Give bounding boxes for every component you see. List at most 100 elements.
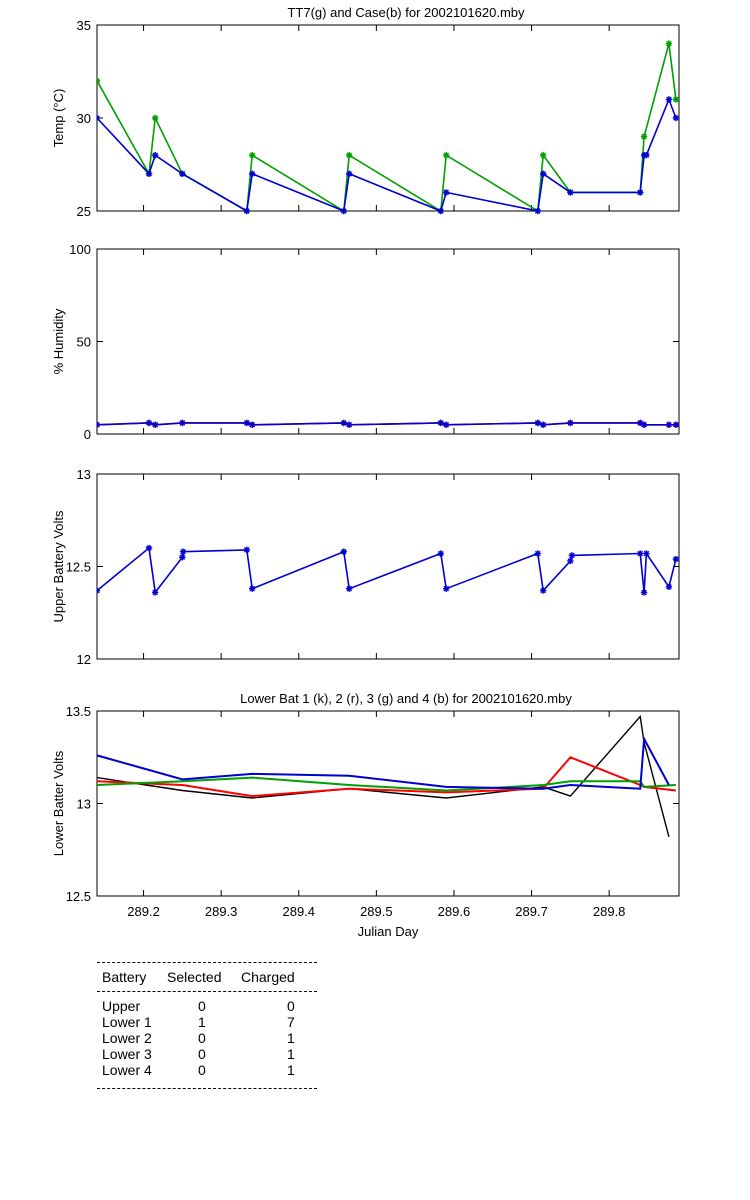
y-tick-label: 30 [77,111,91,126]
plot-frame [96,473,680,660]
x-tick-label: 289.7 [515,904,548,919]
data-point [534,550,541,557]
x-tick-label: 289.6 [438,904,471,919]
x-tick-label: 289.8 [593,904,626,919]
plots-canvas: 25 30 35 TT7(g) and Case(b) for 2002101620.… [51,5,680,939]
data-point [97,589,100,594]
data-point [666,96,672,103]
row-selected: 0 [198,1030,206,1046]
data-point [673,96,679,103]
data-point [152,589,158,596]
y-tick-label: 12.5 [66,560,91,575]
data-point [180,548,186,555]
data-point [540,587,546,594]
row-battery: Lower 1 [102,1014,152,1030]
table-row: Upper 0 0 [97,998,317,1014]
battery-table: Battery Selected Charged Upper 0 0 Lower… [97,962,317,1089]
header-selected: Selected [167,969,222,985]
table-row: Lower 2 0 1 [97,1030,317,1046]
data-point [437,208,444,214]
table-row: Lower 4 0 1 [97,1062,317,1078]
row-charged: 1 [287,1062,295,1078]
data-point [534,208,541,214]
series-line-lower-4 [97,735,670,790]
data-point [534,420,541,426]
table-rule-top [97,962,317,963]
x-tick-label: 289.3 [205,904,238,919]
data-point [152,421,158,428]
data-point [641,421,647,428]
y-axis-label: Temp (°C) [51,89,66,148]
data-point [152,152,158,158]
chart-panel-2: 0 50 100 % Humidity [51,242,680,442]
data-point [346,421,352,428]
data-point [569,552,575,559]
data-point [641,133,647,140]
data-point [567,558,574,564]
data-point [179,420,186,426]
row-battery: Lower 4 [102,1062,152,1078]
y-tick-label: 25 [77,204,91,219]
plot-frame [96,710,680,897]
row-selected: 0 [198,998,206,1014]
plot-frame [96,24,680,212]
data-point [643,152,650,158]
data-point [346,152,352,158]
data-point [249,421,255,428]
data-point [443,189,449,196]
series-line-lower-2 [97,756,677,798]
header-charged: Charged [241,969,295,985]
x-tick-label: 289.5 [360,904,393,919]
data-point [540,421,546,428]
data-point [673,421,679,428]
x-tick-label: 289.4 [282,904,315,919]
plot-frame [96,248,680,435]
y-tick-label: 13 [77,467,91,482]
data-point [97,117,100,121]
data-point [146,171,152,177]
data-point [97,78,100,82]
chart-panel-1: 25 30 35 TT7(g) and Case(b) for 2002101620.… [51,5,680,219]
data-point [340,548,347,555]
data-point [443,585,449,592]
x-tick-label: 289.2 [127,904,160,919]
series-group [97,419,680,428]
y-tick-label: 100 [69,242,91,257]
series-group [97,40,680,215]
table-header: Battery Selected Charged [97,963,317,991]
data-point [437,420,444,426]
y-tick-label: 35 [77,18,91,33]
table-rule-mid [97,991,317,992]
data-point [540,171,546,177]
data-point [97,421,100,426]
data-point [643,550,650,557]
chart-panel-4: 12.5 13 13.5 289.2 289.3 289.4 289.5 289.6 289.7… [51,691,680,939]
x-axis-label: Julian Day [358,924,419,939]
data-point [243,547,250,553]
data-point [340,420,347,426]
data-point [666,40,672,47]
data-point [179,171,186,177]
data-point [97,115,100,119]
chart-title: Lower Bat 1 (k), 2 (r), 3 (g) and 4 (b) … [240,691,572,706]
data-point [637,420,643,426]
row-charged: 1 [287,1030,295,1046]
header-battery: Battery [102,969,147,985]
data-point [340,208,347,214]
y-axis-label: % Humidity [51,308,66,374]
data-point [567,420,574,426]
data-point [637,189,643,196]
table-row: Lower 3 0 1 [97,1046,317,1062]
chart-title: TT7(g) and Case(b) for 2002101620.mby [287,5,525,20]
row-selected: 0 [198,1062,206,1078]
data-point [179,554,186,561]
series-line-tt7 [97,43,677,213]
y-tick-label: 50 [77,335,91,350]
data-point [152,115,158,121]
data-point [243,420,250,426]
row-selected: 0 [198,1046,206,1062]
table-row: Lower 1 1 7 [97,1014,317,1030]
data-point [243,208,250,214]
data-point [637,550,643,557]
data-point [666,421,672,428]
